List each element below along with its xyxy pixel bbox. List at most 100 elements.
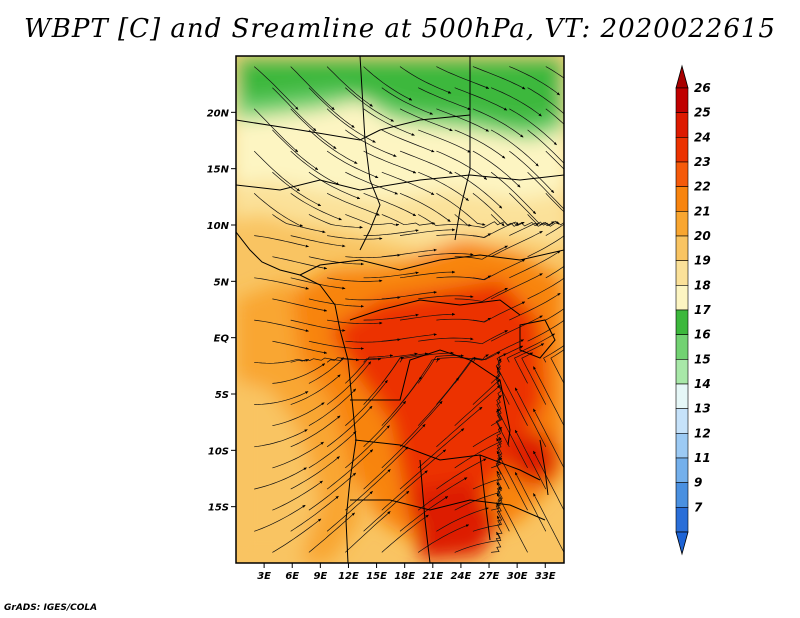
lat-label: 5N: [214, 277, 230, 288]
colorbar-segment: [675, 507, 689, 533]
streamline: [381, 171, 435, 196]
streamline: [253, 150, 300, 192]
streamline: [436, 507, 489, 532]
streamline: [345, 87, 395, 122]
colorbar-segment: [675, 334, 689, 360]
colorbar-segment: [675, 161, 689, 187]
streamline: [272, 363, 326, 384]
streamline: [272, 402, 325, 427]
streamline: [490, 273, 543, 300]
border-north-c: [454, 56, 471, 241]
map-title: WBPT [C] and Sreamline at 500hPa, VT: 20…: [24, 14, 776, 44]
streamline: [272, 129, 319, 171]
streamline: [326, 192, 380, 216]
coastlines-and-borders: [236, 56, 564, 563]
lake-victoria: [519, 319, 556, 359]
streamline: [533, 366, 564, 426]
colorbar-segment: [675, 433, 689, 459]
colorbar-segment: [675, 112, 689, 138]
streamline: [308, 171, 361, 200]
streamline: [545, 223, 564, 236]
streamline: [495, 395, 510, 447]
streamline: [491, 515, 503, 553]
colorbar-label: 22: [694, 180, 711, 194]
streamline: [472, 259, 526, 281]
streamline: [545, 265, 564, 279]
streamline: [381, 290, 437, 300]
streamline: [495, 481, 510, 532]
streamline: [545, 108, 564, 125]
streamline: [454, 385, 501, 426]
streamline: [399, 192, 451, 222]
border-south-b: [350, 499, 546, 521]
field-region-hot-spot-east: [505, 430, 560, 485]
lon-label: 24E: [451, 571, 472, 582]
lon-label: 12E: [338, 571, 359, 582]
streamline: [326, 108, 376, 143]
streamline: [509, 150, 555, 193]
lon-label: 27E: [479, 571, 500, 582]
streamline: [254, 358, 310, 364]
streamline: [272, 214, 326, 234]
streamline: [509, 250, 561, 279]
streamline: [496, 408, 528, 469]
lat-label: 15N: [207, 165, 230, 176]
streamline: [290, 319, 346, 332]
colorbar-segment: [675, 408, 689, 434]
border-congo: [350, 349, 501, 401]
streamline: [290, 108, 337, 149]
streamline: [399, 400, 443, 448]
streamline: [399, 66, 452, 94]
streamline: [308, 129, 358, 164]
streamline: [454, 214, 505, 228]
longitude-labels: 3E 6E 9E 12E 15E 18E 21E 24E 27E 30E 33E: [257, 563, 556, 582]
streamline: [454, 129, 506, 159]
streamline: [472, 301, 526, 323]
streamline: [454, 171, 503, 209]
streamline: [290, 235, 346, 248]
colorbar-label: 13: [694, 402, 711, 416]
streamline: [417, 477, 468, 511]
lat-label: 15S: [208, 503, 229, 514]
colorbar-top-arrow: [675, 64, 689, 89]
lon-label: 15E: [366, 571, 387, 582]
colorbar-segment: [675, 186, 689, 212]
streamline: [509, 292, 561, 321]
streamline: [545, 66, 564, 79]
streamline: [253, 66, 299, 110]
streamline: [399, 449, 447, 490]
streamline: [472, 221, 525, 238]
streamline: [272, 256, 328, 270]
streamline: [509, 66, 560, 96]
streamline: [272, 171, 322, 207]
streamline: [363, 229, 419, 236]
streamline: [417, 354, 464, 384]
streamline: [490, 427, 503, 469]
border-north-b: [359, 56, 381, 251]
streamline: [254, 235, 309, 248]
streamline: [363, 313, 419, 321]
border-north-a: [236, 114, 471, 141]
streamline: [495, 353, 510, 405]
colorbar-label: 20: [694, 229, 711, 243]
lat-label: 10N: [207, 221, 230, 232]
lake-tanganyika: [499, 379, 511, 446]
streamline: [326, 491, 373, 532]
streamline: [506, 333, 556, 363]
colorbar-segment: [675, 260, 689, 286]
streamline: [454, 531, 502, 553]
streamline: [521, 352, 547, 405]
lake-malawi: [539, 439, 549, 496]
streamline: [418, 171, 469, 201]
streamline: [308, 214, 363, 229]
streamline: [308, 512, 355, 553]
streamline: [514, 471, 547, 532]
streamline: [399, 312, 456, 321]
lon-label: 21E: [422, 571, 443, 582]
streamline: [345, 379, 388, 426]
streamline: [436, 192, 486, 226]
colorbar-segment: [675, 285, 689, 311]
colorbar-segment: [675, 309, 689, 335]
streamline: [290, 374, 341, 405]
lon-label: 18E: [394, 571, 415, 582]
